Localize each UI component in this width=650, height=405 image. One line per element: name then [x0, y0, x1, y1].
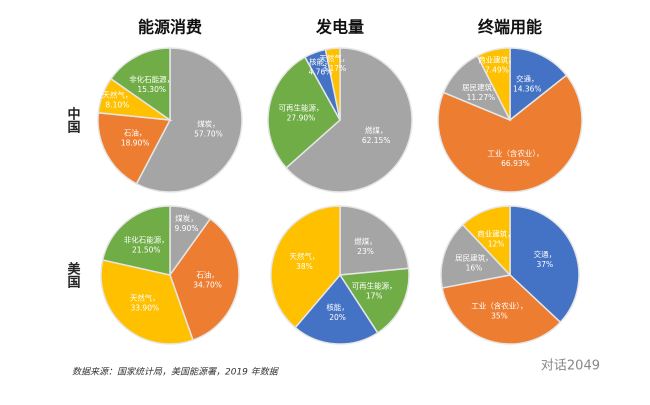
slice-value-label: 17%: [366, 291, 383, 300]
slice-value-label: 34.70%: [193, 280, 222, 289]
pie-slice: [437, 74, 583, 193]
pie-slice: [338, 267, 410, 334]
chart-title: 发电量: [315, 18, 364, 37]
slice-label: 工业（含农业），: [487, 148, 543, 158]
pie-slice: [169, 217, 240, 342]
slice-label: 天然气，: [130, 292, 160, 302]
chart-title: 能源消费: [138, 18, 202, 37]
slice-label: 非化石能源，: [124, 234, 169, 244]
slice-value-label: 3.17%: [322, 64, 346, 73]
slice-value-label: 18.90%: [121, 139, 150, 148]
watermark: 对话2049: [541, 359, 600, 374]
slice-label: 商业建筑，: [478, 54, 516, 64]
slice-label: 可再生能源，: [278, 102, 323, 112]
slice-value-label: 23%: [357, 247, 374, 256]
pie-slice: [100, 259, 194, 345]
slice-label: 可再生能源，: [352, 280, 397, 290]
slice-value-label: 27.90%: [287, 113, 316, 122]
pie-slice: [97, 111, 172, 185]
slice-label: 天然气，: [102, 89, 132, 99]
slice-label: 核能，: [326, 302, 349, 312]
pie-slice: [285, 47, 413, 193]
source-note: 数据来源：国家统计局，美国能源署，2019 年数据: [72, 367, 280, 378]
pie-slice: [339, 205, 410, 276]
pie-slice: [461, 205, 511, 277]
row-label: 中国: [65, 106, 81, 134]
pie-slice: [476, 47, 511, 121]
slice-value-label: 20%: [329, 313, 346, 322]
slice-label: 商业建筑，: [477, 229, 515, 239]
slice-value-label: 7.49%: [485, 65, 509, 74]
pie-slice: [267, 56, 341, 169]
slice-value-label: 35%: [491, 311, 508, 320]
pie-slice: [294, 273, 379, 345]
pie-slice: [135, 47, 243, 193]
pie-slice: [441, 274, 562, 345]
slice-label: 工业（含农业），: [471, 300, 527, 310]
slice-label: 核能，: [309, 56, 332, 66]
slice-value-label: 9.90%: [175, 224, 199, 233]
slice-value-label: 38%: [296, 262, 313, 271]
slice-label: 石油，: [124, 128, 147, 138]
slice-value-label: 66.93%: [501, 159, 530, 168]
slice-value-label: 16%: [466, 263, 483, 272]
slice-label: 居民建筑，: [462, 82, 500, 92]
slice-label: 非化石能源，: [129, 74, 174, 84]
slice-value-label: 14.36%: [513, 84, 542, 93]
slice-value-label: 33.90%: [131, 303, 160, 312]
pie-slice: [440, 223, 512, 289]
slice-value-label: 4.76%: [309, 67, 333, 76]
chart-title: 终端用能: [478, 18, 542, 37]
slice-value-label: 11.27%: [467, 93, 496, 102]
row-label: 美国: [65, 261, 81, 289]
slice-label: 交通，: [534, 249, 557, 259]
pie-slice: [270, 205, 341, 329]
pie-slice: [324, 47, 341, 121]
slice-value-label: 15.30%: [137, 85, 166, 94]
slice-value-label: 21.50%: [132, 245, 161, 254]
slice-value-label: 62.15%: [362, 136, 391, 145]
slice-value-label: 37%: [536, 260, 553, 269]
slice-label: 燃煤，: [365, 125, 388, 135]
pie-slice: [109, 47, 171, 122]
pie-slice: [509, 47, 568, 122]
pie-slice: [101, 205, 171, 276]
slice-label: 石油，: [196, 269, 219, 279]
slice-label: 燃煤，: [354, 236, 377, 246]
slice-value-label: 8.10%: [105, 100, 129, 109]
pie-slice: [509, 205, 580, 324]
slice-label: 天然气，: [319, 53, 349, 63]
slice-label: 天然气，: [289, 251, 319, 261]
slice-label: 交通，: [516, 73, 539, 83]
slice-label: 煤炭，: [197, 118, 220, 128]
slice-value-label: 57.70%: [194, 129, 223, 138]
slice-value-label: 12%: [488, 240, 505, 249]
slice-label: 煤炭，: [175, 213, 198, 223]
slice-label: 居民建筑，: [455, 252, 493, 262]
